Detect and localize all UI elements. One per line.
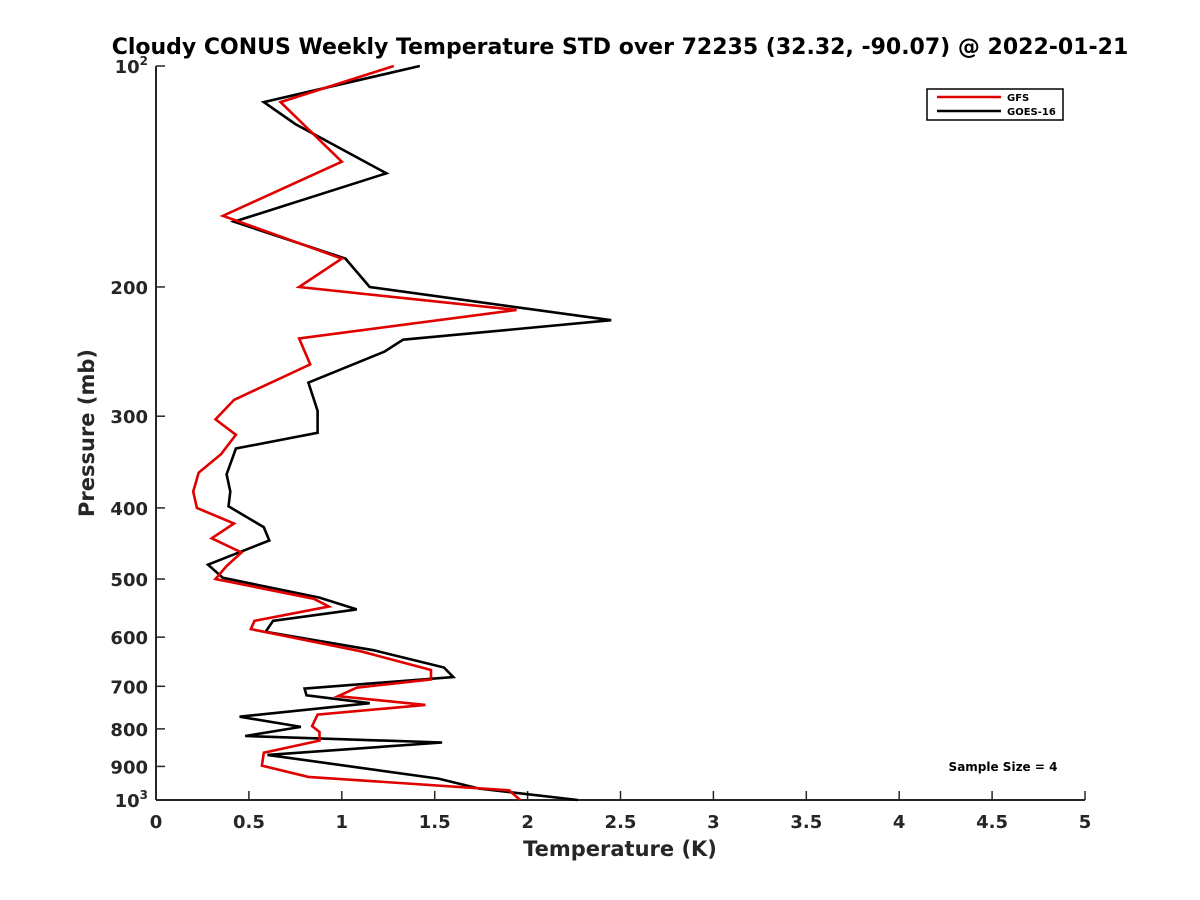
sample-size-note: Sample Size = 4 [949,760,1058,774]
x-tick-label: 3.5 [790,812,822,833]
x-tick-label: 4 [893,812,906,833]
series-line-gfs [191,64,522,801]
plot-area: 0 0.5 1 1.5 2 2.5 3 3.5 4 4.5 5 102200300400500600… [110,54,1091,833]
x-tick-label: 4.5 [976,812,1008,833]
y-tick-label-exponent: 3 [140,788,148,802]
x-tick-label: 0 [150,812,163,833]
series-layer [191,64,612,802]
y-tick-label: 900 [110,757,148,778]
y-tick-label: 600 [110,628,148,649]
x-ticks: 0 0.5 1 1.5 2 2.5 3 3.5 4 4.5 5 [150,791,1092,833]
y-tick-label-exponent: 2 [140,54,148,68]
y-tick-label: 800 [110,720,148,741]
x-tick-label: 2 [521,812,534,833]
x-tick-label: 1 [336,812,349,833]
y-tick-label: 500 [110,570,148,591]
x-tick-label: 2.5 [605,812,637,833]
x-tick-label: 5 [1079,812,1092,833]
legend-label: GOES-16 [1007,107,1056,118]
x-tick-label: 0.5 [233,812,265,833]
x-tick-label: 1.5 [419,812,451,833]
y-tick-label-base: 10 [115,57,140,78]
y-tick-label: 400 [110,499,148,520]
y-tick-label: 300 [110,407,148,428]
y-tick-label: 200 [110,278,148,299]
y-tick-label: 102 [115,54,148,78]
x-tick-label: 3 [707,812,720,833]
legend: GFS GOES-16 [926,88,1064,121]
y-tick-label-base: 10 [115,791,140,812]
chart-title: Cloudy CONUS Weekly Temperature STD over… [112,35,1129,60]
y-axis-label: Pressure (mb) [75,349,99,517]
y-tick-label: 103 [115,788,148,812]
x-axis-label: Temperature (K) [523,837,717,861]
legend-label: GFS [1007,93,1029,104]
legend-box [926,88,1064,121]
y-tick-label: 700 [110,677,148,698]
series-line-goes-16 [205,64,612,802]
